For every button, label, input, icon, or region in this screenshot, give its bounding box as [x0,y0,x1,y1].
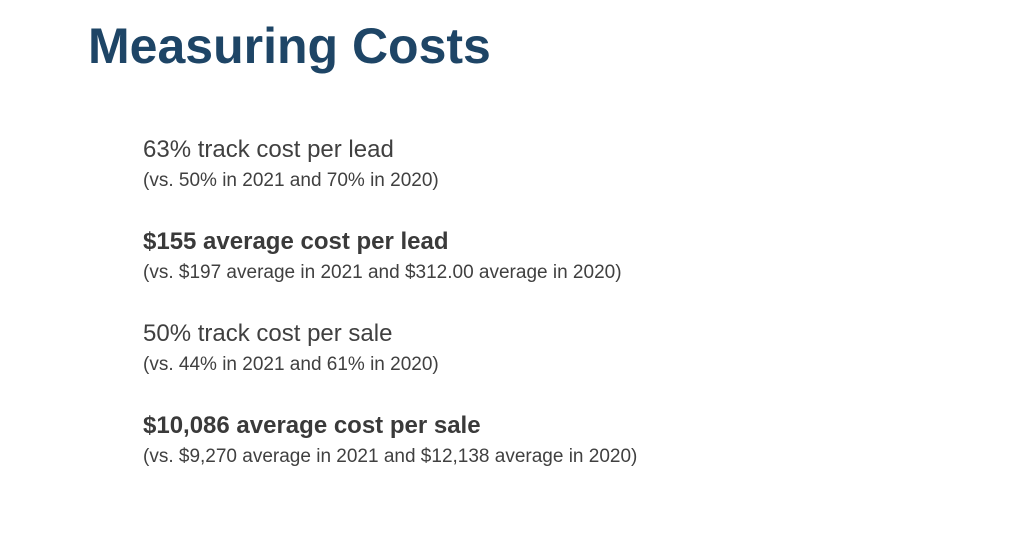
slide-title: Measuring Costs [88,18,491,74]
stat-average-cost-per-sale: $10,086 average cost per sale (vs. $9,27… [143,410,983,470]
stat-cost-per-lead-tracking: 63% track cost per lead (vs. 50% in 2021… [143,134,983,194]
stat-comparison: (vs. 50% in 2021 and 70% in 2020) [143,170,439,191]
stat-headline: $10,086 average cost per sale [143,412,481,439]
stat-comparison: (vs. 44% in 2021 and 61% in 2020) [143,354,439,375]
stat-headline: 63% track cost per lead [143,136,394,163]
stats-list: 63% track cost per lead (vs. 50% in 2021… [143,134,983,502]
stat-headline: $155 average cost per lead [143,228,449,255]
stat-comparison: (vs. $197 average in 2021 and $312.00 av… [143,262,622,283]
stat-headline: 50% track cost per sale [143,320,393,347]
stat-cost-per-sale-tracking: 50% track cost per sale (vs. 44% in 2021… [143,318,983,378]
stat-comparison: (vs. $9,270 average in 2021 and $12,138 … [143,446,638,467]
stat-average-cost-per-lead: $155 average cost per lead (vs. $197 ave… [143,226,983,286]
